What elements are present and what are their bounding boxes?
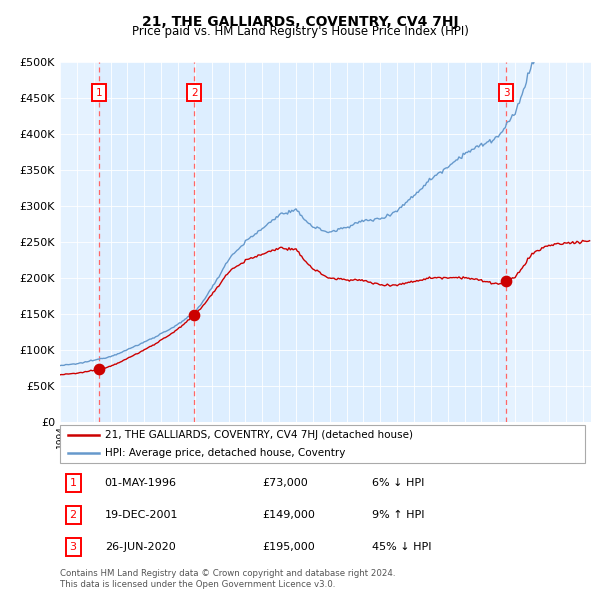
Text: 21, THE GALLIARDS, COVENTRY, CV4 7HJ (detached house): 21, THE GALLIARDS, COVENTRY, CV4 7HJ (de… (104, 430, 413, 440)
FancyBboxPatch shape (60, 425, 585, 463)
Text: 3: 3 (70, 542, 77, 552)
Text: 45% ↓ HPI: 45% ↓ HPI (373, 542, 432, 552)
Text: 6% ↓ HPI: 6% ↓ HPI (373, 478, 425, 488)
Text: 2: 2 (191, 87, 197, 97)
Text: Price paid vs. HM Land Registry's House Price Index (HPI): Price paid vs. HM Land Registry's House … (131, 25, 469, 38)
Text: £195,000: £195,000 (262, 542, 315, 552)
Text: 9% ↑ HPI: 9% ↑ HPI (373, 510, 425, 520)
Text: 21, THE GALLIARDS, COVENTRY, CV4 7HJ: 21, THE GALLIARDS, COVENTRY, CV4 7HJ (142, 15, 458, 29)
Text: 2: 2 (70, 510, 77, 520)
Point (94, 365, 104, 374)
Text: £149,000: £149,000 (262, 510, 315, 520)
Text: 26-JUN-2020: 26-JUN-2020 (104, 542, 175, 552)
Bar (60, 62, 99, 422)
Text: 19-DEC-2001: 19-DEC-2001 (104, 510, 178, 520)
Text: 1: 1 (70, 478, 77, 488)
Text: £73,000: £73,000 (262, 478, 308, 488)
Text: HPI: Average price, detached house, Coventry: HPI: Average price, detached house, Cove… (104, 448, 345, 458)
Text: Contains HM Land Registry data © Crown copyright and database right 2024.
This d: Contains HM Land Registry data © Crown c… (60, 569, 395, 589)
Point (190, 310, 199, 319)
Bar (506, 62, 591, 422)
Point (502, 277, 511, 286)
Text: 01-MAY-1996: 01-MAY-1996 (104, 478, 176, 488)
Text: 1: 1 (96, 87, 103, 97)
Text: 3: 3 (503, 87, 509, 97)
